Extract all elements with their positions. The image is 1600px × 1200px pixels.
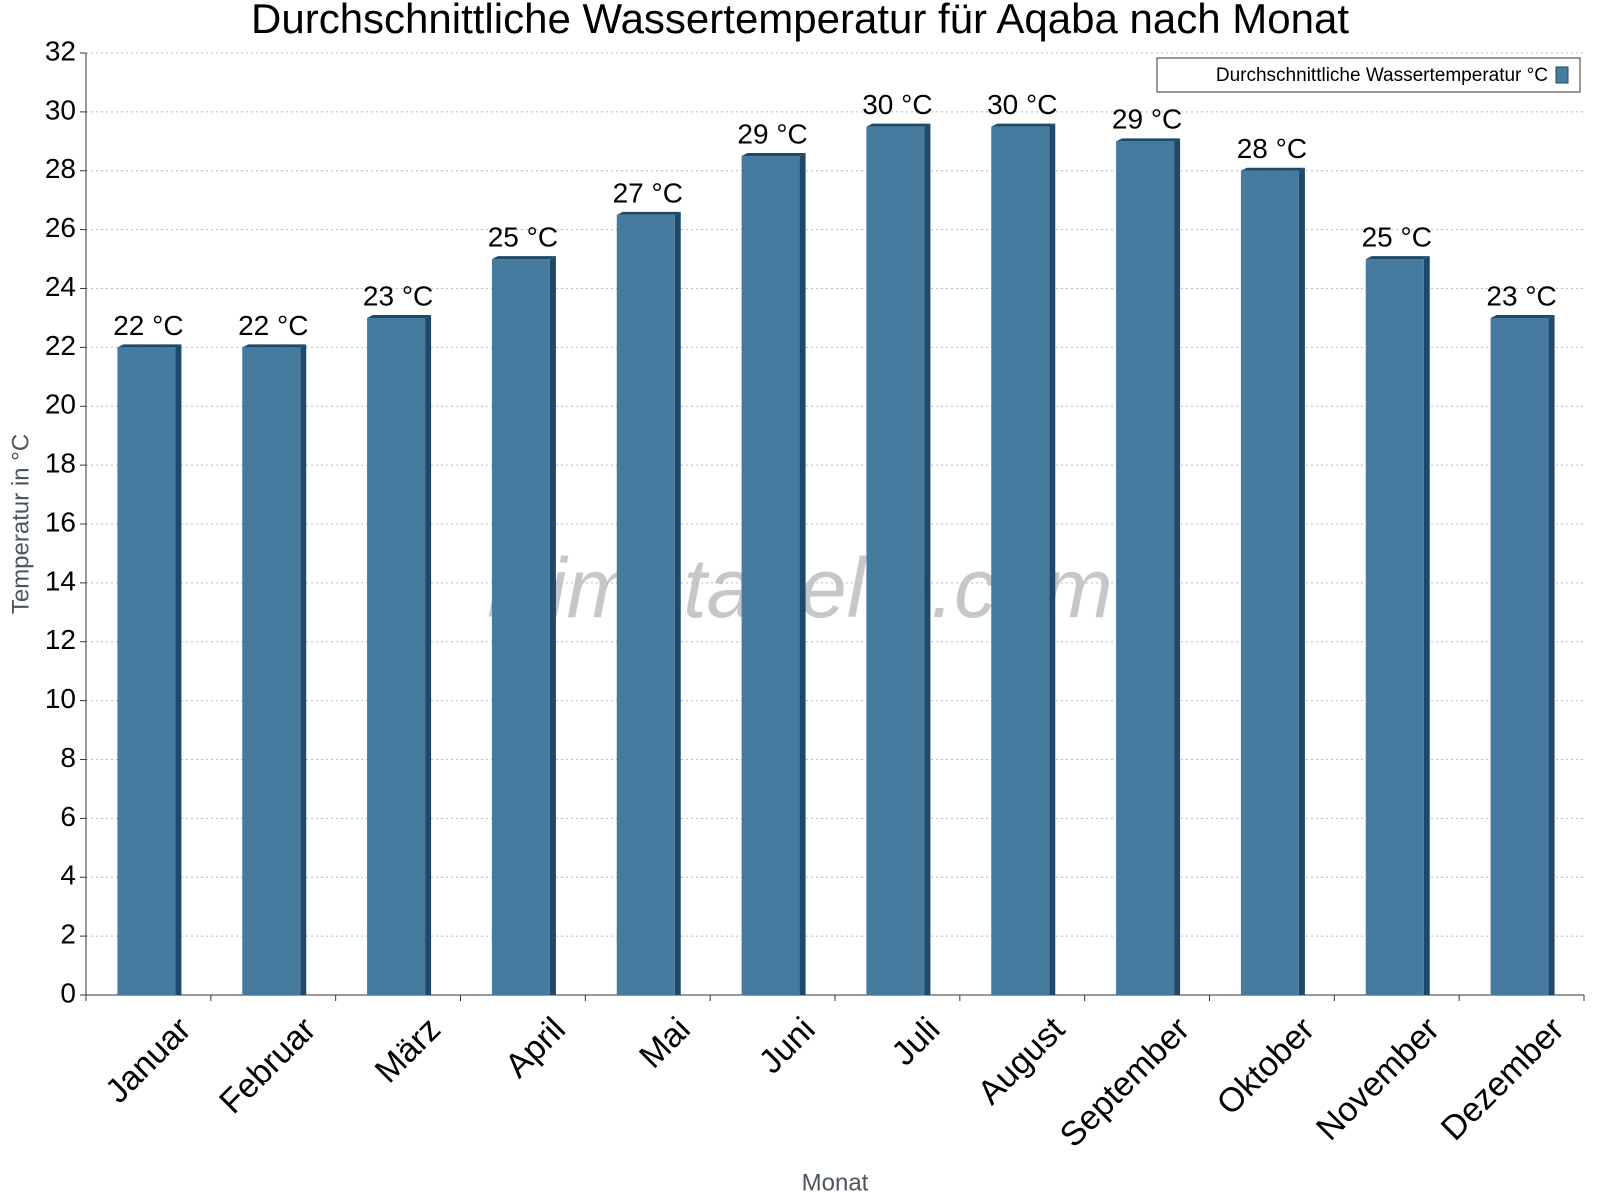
x-tick-label: Januar [98, 1010, 198, 1110]
bar-depth [1116, 138, 1181, 142]
bar-depth [1423, 256, 1430, 995]
y-tick-label: 12 [45, 624, 76, 655]
bar-depth [425, 314, 432, 995]
y-tick-label: 30 [45, 94, 76, 125]
bar [1240, 170, 1299, 995]
y-tick-label: 18 [45, 448, 76, 479]
x-axis-label: Monat [802, 1169, 869, 1196]
y-tick-label: 0 [60, 977, 76, 1008]
x-tick-label: August [971, 1010, 1073, 1112]
value-label: 30 °C [862, 89, 932, 120]
value-label: 25 °C [1362, 221, 1432, 252]
chart-title: Durchschnittliche Wassertemperatur für A… [251, 0, 1349, 42]
x-tick-label: Juli [884, 1010, 947, 1073]
bar-depth [1548, 314, 1555, 995]
bar [242, 347, 301, 995]
value-label: 30 °C [987, 89, 1057, 120]
value-label: 22 °C [113, 310, 183, 341]
bar [1490, 317, 1549, 995]
bar-depth [300, 344, 307, 995]
bar-depth [924, 123, 931, 995]
x-tick-label: Dezember [1434, 1010, 1572, 1148]
y-tick-label: 32 [45, 35, 76, 66]
bar-depth [1049, 123, 1056, 995]
y-tick-label: 22 [45, 330, 76, 361]
bar-depth [491, 256, 556, 260]
y-tick-label: 16 [45, 506, 76, 537]
bar-depth [367, 314, 432, 318]
x-tick-label: Februar [212, 1010, 323, 1121]
legend-box [1156, 57, 1581, 93]
bar [491, 259, 550, 995]
bar-depth [674, 211, 681, 995]
bar-depth [1174, 138, 1181, 995]
bar-depth [549, 256, 556, 995]
x-tick-label: November [1309, 1010, 1447, 1148]
bar-depth [1365, 256, 1430, 260]
bar [367, 317, 426, 995]
y-tick-label: 6 [60, 801, 76, 832]
bar-depth [866, 123, 931, 127]
bar-depth [741, 153, 806, 157]
bar [991, 126, 1050, 995]
value-label: 29 °C [737, 118, 807, 149]
y-tick-label: 20 [45, 389, 76, 420]
bar-depth [242, 344, 307, 348]
legend-label: Durchschnittliche Wassertemperatur °C [1216, 65, 1548, 86]
bar [616, 214, 675, 995]
bar-depth [1490, 314, 1555, 318]
bar-depth [1240, 167, 1305, 171]
value-label: 23 °C [1486, 280, 1556, 311]
bar-depth [799, 153, 806, 995]
x-tick-label: Oktober [1210, 1010, 1322, 1122]
bar-depth [1298, 167, 1305, 995]
x-tick-label: März [368, 1010, 448, 1090]
y-tick-label: 26 [45, 212, 76, 243]
y-tick-label: 10 [45, 683, 76, 714]
x-tick-label: Juni [752, 1010, 823, 1081]
bar-depth [991, 123, 1056, 127]
y-tick-label: 28 [45, 153, 76, 184]
y-tick-label: 2 [60, 919, 76, 950]
bar [741, 156, 800, 995]
value-label: 28 °C [1237, 133, 1307, 164]
legend-swatch [1555, 66, 1569, 84]
x-tick-label: April [498, 1010, 573, 1085]
bar-depth [117, 344, 182, 348]
bar [1365, 259, 1424, 995]
bar-depth [616, 211, 681, 215]
bar [117, 347, 176, 995]
value-label: 23 °C [363, 280, 433, 311]
y-tick-label: 24 [45, 271, 76, 302]
y-tick-label: 4 [60, 860, 76, 891]
value-label: 29 °C [1112, 104, 1182, 135]
bar [866, 126, 925, 995]
bar-depth [175, 344, 182, 995]
x-tick-label: September [1053, 1010, 1197, 1154]
y-tick-label: 14 [45, 565, 76, 596]
value-label: 25 °C [488, 221, 558, 252]
bar [1116, 141, 1175, 995]
x-tick-label: Mai [632, 1010, 698, 1076]
value-label: 27 °C [613, 177, 683, 208]
value-label: 22 °C [238, 310, 308, 341]
y-axis-label: Temperatur in °C [7, 434, 34, 614]
y-tick-label: 8 [60, 742, 76, 773]
